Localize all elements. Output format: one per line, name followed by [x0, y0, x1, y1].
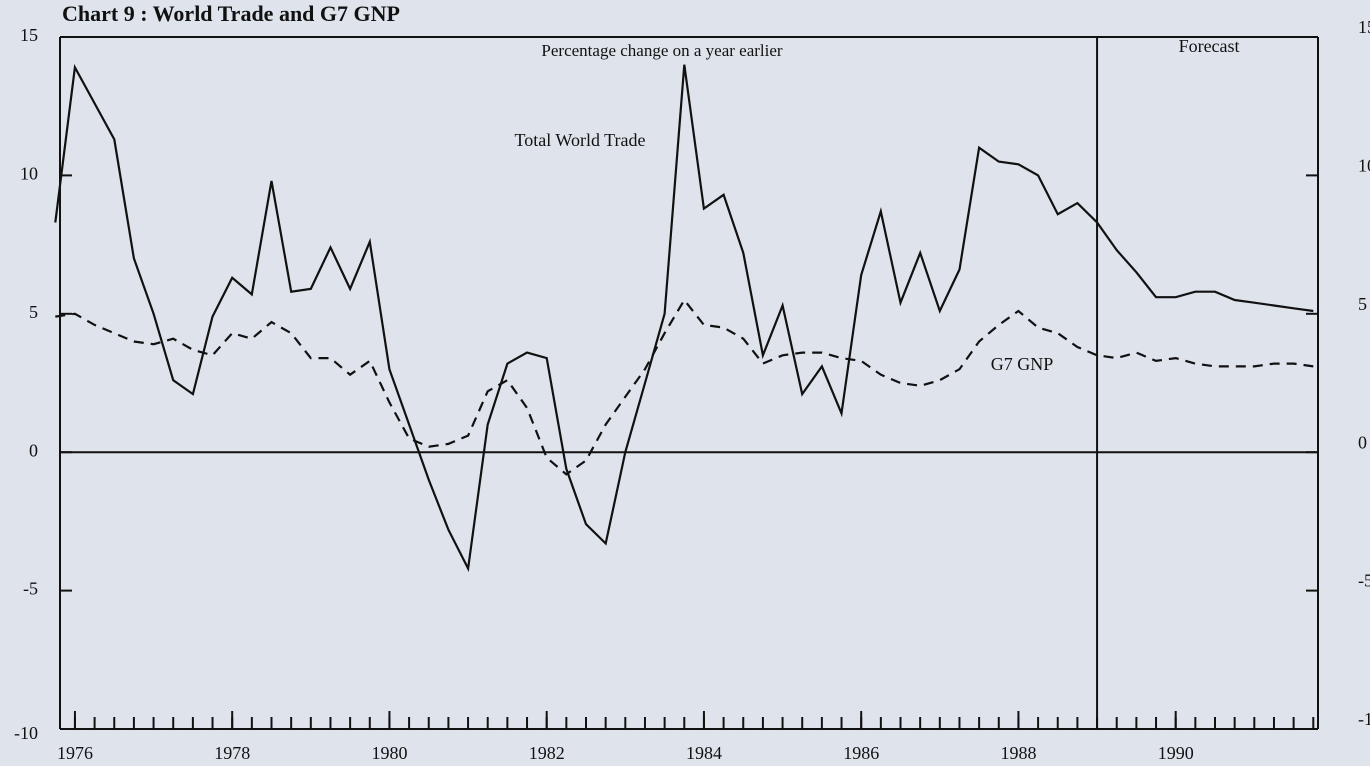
y2-tick-label: 0	[1358, 432, 1367, 452]
x-tick-label: 1978	[214, 743, 250, 763]
series-label: G7 GNP	[991, 354, 1054, 374]
y2-tick-label: 15	[1358, 17, 1370, 37]
x-tick-label: 1982	[529, 743, 565, 763]
x-tick-label: 1986	[843, 743, 879, 763]
y2-tick-label: -10	[1358, 709, 1370, 729]
y-tick-label: 15	[20, 25, 38, 45]
x-tick-label: 1988	[1000, 743, 1036, 763]
series-label: Total World Trade	[515, 130, 646, 150]
line	[55, 298, 1314, 476]
y-tick-label: 5	[29, 302, 38, 322]
x-tick-label: 1980	[371, 743, 407, 763]
line	[54, 63, 1314, 573]
forecast-label: Forecast	[1179, 36, 1240, 56]
y2-tick-label: -5	[1358, 571, 1370, 591]
y-tick-label: 0	[29, 440, 38, 460]
y2-tick-label: 10	[1358, 156, 1370, 176]
y-tick-label: 10	[20, 164, 38, 184]
y2-tick-label: 5	[1358, 294, 1367, 314]
x-tick-label: 1976	[57, 743, 93, 763]
x-tick-label: 1984	[686, 743, 722, 763]
subtitle: Percentage change on a year earlier	[541, 41, 782, 60]
x-tick-label: 1990	[1158, 743, 1194, 763]
y-tick-label: -10	[14, 723, 38, 743]
y-tick-label: -5	[23, 579, 38, 599]
chart-title: Chart 9 : World Trade and G7 GNP	[62, 1, 400, 26]
